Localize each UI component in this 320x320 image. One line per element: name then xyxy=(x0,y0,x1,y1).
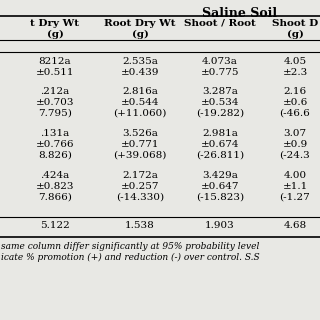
Text: 5.122: 5.122 xyxy=(40,221,70,230)
Text: (-46.6: (-46.6 xyxy=(280,109,310,118)
Text: ±0.6: ±0.6 xyxy=(282,98,308,107)
Text: ±0.534: ±0.534 xyxy=(201,98,239,107)
Text: t Dry Wt: t Dry Wt xyxy=(30,19,79,28)
Text: ±0.9: ±0.9 xyxy=(282,140,308,149)
Text: 7.866): 7.866) xyxy=(38,193,72,202)
Text: 2.16: 2.16 xyxy=(284,87,307,96)
Text: 3.07: 3.07 xyxy=(284,129,307,138)
Text: ±0.775: ±0.775 xyxy=(201,68,239,77)
Text: 2.535a: 2.535a xyxy=(122,57,158,66)
Text: .212a: .212a xyxy=(40,87,70,96)
Text: (g): (g) xyxy=(287,30,303,39)
Text: ±0.766: ±0.766 xyxy=(36,140,74,149)
Text: ±0.511: ±0.511 xyxy=(36,68,74,77)
Text: .424a: .424a xyxy=(40,171,70,180)
Text: ±1.1: ±1.1 xyxy=(282,182,308,191)
Text: (-19.282): (-19.282) xyxy=(196,109,244,118)
Text: 1.903: 1.903 xyxy=(205,221,235,230)
Text: 8.826): 8.826) xyxy=(38,151,72,160)
Text: (-15.823): (-15.823) xyxy=(196,193,244,202)
Text: (-26.811): (-26.811) xyxy=(196,151,244,160)
Text: ±0.823: ±0.823 xyxy=(36,182,74,191)
Text: (g): (g) xyxy=(132,30,148,39)
Text: 4.05: 4.05 xyxy=(284,57,307,66)
Text: ±0.674: ±0.674 xyxy=(201,140,239,149)
Text: ±2.3: ±2.3 xyxy=(282,68,308,77)
Text: 4.68: 4.68 xyxy=(284,221,307,230)
Text: 4.00: 4.00 xyxy=(284,171,307,180)
Text: icate % promotion (+) and reduction (-) over control. S.S: icate % promotion (+) and reduction (-) … xyxy=(1,253,260,262)
Text: ±0.703: ±0.703 xyxy=(36,98,74,107)
Text: (-1.27: (-1.27 xyxy=(280,193,310,202)
Text: Saline Soil: Saline Soil xyxy=(203,7,277,20)
Text: 3.429a: 3.429a xyxy=(202,171,238,180)
Text: Shoot D: Shoot D xyxy=(272,19,318,28)
Text: (-24.3: (-24.3 xyxy=(280,151,310,160)
Text: ±0.544: ±0.544 xyxy=(121,98,159,107)
Text: 8212a: 8212a xyxy=(39,57,71,66)
Text: (-14.330): (-14.330) xyxy=(116,193,164,202)
Text: 1.538: 1.538 xyxy=(125,221,155,230)
Text: (+39.068): (+39.068) xyxy=(113,151,167,160)
Text: Shoot / Root: Shoot / Root xyxy=(184,19,256,28)
Text: 7.795): 7.795) xyxy=(38,109,72,118)
Text: Root Dry Wt: Root Dry Wt xyxy=(104,19,176,28)
Text: 3.287a: 3.287a xyxy=(202,87,238,96)
Text: same column differ significantly at 95% probability level: same column differ significantly at 95% … xyxy=(1,242,260,251)
Text: 2.816a: 2.816a xyxy=(122,87,158,96)
Text: 3.526a: 3.526a xyxy=(122,129,158,138)
Text: (+11.060): (+11.060) xyxy=(113,109,167,118)
Text: ±0.439: ±0.439 xyxy=(121,68,159,77)
Text: 2.981a: 2.981a xyxy=(202,129,238,138)
Text: 2.172a: 2.172a xyxy=(122,171,158,180)
Text: ±0.771: ±0.771 xyxy=(121,140,159,149)
Text: ±0.257: ±0.257 xyxy=(121,182,159,191)
Text: (g): (g) xyxy=(47,30,63,39)
Text: .131a: .131a xyxy=(40,129,70,138)
Text: ±0.647: ±0.647 xyxy=(201,182,239,191)
Text: 4.073a: 4.073a xyxy=(202,57,238,66)
